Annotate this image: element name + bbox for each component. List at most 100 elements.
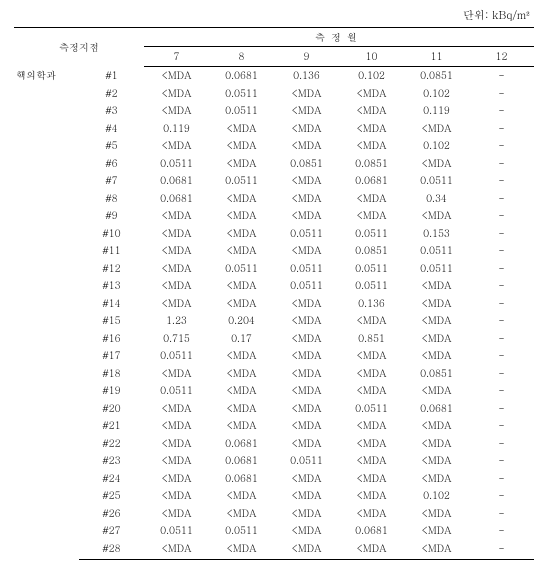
value-cell: <MDA	[144, 102, 209, 120]
row-id: #4	[79, 120, 144, 138]
value-cell: 0.0511	[144, 522, 209, 540]
value-cell: <MDA	[404, 277, 469, 295]
value-cell: <MDA	[404, 435, 469, 453]
row-id: #10	[79, 225, 144, 243]
value-cell: 0.102	[339, 67, 404, 85]
value-cell: <MDA	[274, 172, 339, 190]
value-cell: <MDA	[274, 347, 339, 365]
value-cell: <MDA	[404, 155, 469, 173]
value-cell: 0.0511	[209, 102, 274, 120]
table-row: #24<MDA0.0681<MDA<MDA<MDA-	[14, 470, 534, 488]
value-cell: <MDA	[274, 137, 339, 155]
value-cell: <MDA	[404, 295, 469, 313]
value-cell: <MDA	[144, 295, 209, 313]
value-cell: 0.119	[144, 120, 209, 138]
value-cell: 0.0511	[404, 172, 469, 190]
row-id: #17	[79, 347, 144, 365]
value-cell: <MDA	[144, 400, 209, 418]
table-row: #14<MDA<MDA<MDA0.136<MDA-	[14, 295, 534, 313]
value-cell: <MDA	[339, 85, 404, 103]
value-cell: <MDA	[209, 417, 274, 435]
value-cell: <MDA	[144, 487, 209, 505]
value-cell: <MDA	[209, 120, 274, 138]
value-cell: 0.0511	[339, 400, 404, 418]
unit-label: 단위: kBq/m²	[14, 8, 534, 23]
value-cell: <MDA	[209, 365, 274, 383]
value-cell: 0.0511	[274, 452, 339, 470]
row-id: #3	[79, 102, 144, 120]
value-cell: <MDA	[339, 365, 404, 383]
value-cell: 0.0681	[339, 172, 404, 190]
value-cell: <MDA	[274, 207, 339, 225]
table-row: #190.0511<MDA<MDA<MDA<MDA-	[14, 382, 534, 400]
table-row: #11<MDA<MDA<MDA0.08510.0511-	[14, 242, 534, 260]
value-cell: <MDA	[209, 242, 274, 260]
value-cell: 0.0511	[339, 225, 404, 243]
value-cell: <MDA	[144, 365, 209, 383]
table-row: #40.119<MDA<MDA<MDA<MDA-	[14, 120, 534, 138]
value-cell: 0.851	[339, 330, 404, 348]
value-cell: <MDA	[274, 540, 339, 560]
value-cell: 0.119	[404, 102, 469, 120]
value-cell: -	[469, 225, 534, 243]
value-cell: <MDA	[144, 277, 209, 295]
value-cell: <MDA	[209, 400, 274, 418]
value-cell: <MDA	[404, 417, 469, 435]
table-row: #13<MDA<MDA0.05110.0511<MDA-	[14, 277, 534, 295]
value-cell: <MDA	[339, 417, 404, 435]
table-row: #9<MDA<MDA<MDA<MDA<MDA-	[14, 207, 534, 225]
value-cell: <MDA	[404, 522, 469, 540]
table-row: 핵의학과#1<MDA0.06810.1360.1020.0851-	[14, 67, 534, 85]
value-cell: <MDA	[339, 312, 404, 330]
table-row: #70.06810.0511<MDA0.06810.0511-	[14, 172, 534, 190]
value-cell: <MDA	[404, 207, 469, 225]
data-table: 측정지점 측정월 7 8 9 10 11 12 핵의학과#1<MDA0.0681…	[14, 27, 534, 560]
value-cell: <MDA	[209, 540, 274, 560]
table-row: #18<MDA<MDA<MDA<MDA0.0851-	[14, 365, 534, 383]
value-cell: 0.102	[404, 137, 469, 155]
value-cell: <MDA	[274, 522, 339, 540]
value-cell: <MDA	[404, 470, 469, 488]
value-cell: <MDA	[274, 505, 339, 523]
value-cell: <MDA	[404, 505, 469, 523]
value-cell: 0.136	[339, 295, 404, 313]
value-cell: 0.0681	[209, 435, 274, 453]
value-cell: <MDA	[274, 85, 339, 103]
value-cell: -	[469, 365, 534, 383]
table-row: #12<MDA0.05110.05110.05110.0511-	[14, 260, 534, 278]
row-id: #22	[79, 435, 144, 453]
value-cell: <MDA	[404, 347, 469, 365]
table-row: #23<MDA0.06810.0511<MDA<MDA-	[14, 452, 534, 470]
value-cell: <MDA	[274, 330, 339, 348]
value-cell: 0.0511	[209, 85, 274, 103]
value-cell: 0.0681	[209, 470, 274, 488]
value-cell: <MDA	[339, 505, 404, 523]
header-month: 11	[404, 47, 469, 67]
value-cell: <MDA	[274, 470, 339, 488]
table-row: #22<MDA0.0681<MDA<MDA<MDA-	[14, 435, 534, 453]
value-cell: 0.715	[144, 330, 209, 348]
value-cell: <MDA	[274, 400, 339, 418]
value-cell: <MDA	[274, 295, 339, 313]
row-id: #18	[79, 365, 144, 383]
value-cell: -	[469, 400, 534, 418]
value-cell: 0.0851	[404, 67, 469, 85]
table-row: #5<MDA<MDA<MDA<MDA0.102-	[14, 137, 534, 155]
row-id: #7	[79, 172, 144, 190]
value-cell: <MDA	[209, 382, 274, 400]
header-months-title: 측정월	[144, 28, 534, 47]
value-cell: -	[469, 207, 534, 225]
value-cell: <MDA	[404, 120, 469, 138]
row-id: #20	[79, 400, 144, 418]
value-cell: <MDA	[339, 435, 404, 453]
value-cell: <MDA	[209, 207, 274, 225]
table-row: #28<MDA<MDA<MDA<MDA<MDA-	[14, 540, 534, 560]
value-cell: -	[469, 102, 534, 120]
row-id: #16	[79, 330, 144, 348]
value-cell: 0.0511	[404, 242, 469, 260]
value-cell: <MDA	[209, 190, 274, 208]
value-cell: <MDA	[404, 330, 469, 348]
table-row: #160.7150.17<MDA0.851<MDA-	[14, 330, 534, 348]
value-cell: 0.0511	[274, 260, 339, 278]
value-cell: 0.136	[274, 67, 339, 85]
